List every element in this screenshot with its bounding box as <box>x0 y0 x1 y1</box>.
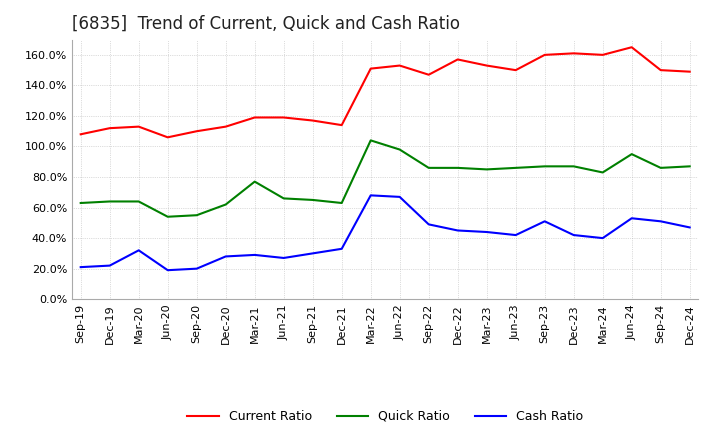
Legend: Current Ratio, Quick Ratio, Cash Ratio: Current Ratio, Quick Ratio, Cash Ratio <box>182 405 588 428</box>
Cash Ratio <box>192 266 201 271</box>
Cash Ratio <box>366 193 375 198</box>
Cash Ratio <box>251 252 259 257</box>
Cash Ratio <box>685 225 694 230</box>
Cash Ratio <box>221 254 230 259</box>
Current Ratio <box>570 51 578 56</box>
Quick Ratio <box>454 165 462 171</box>
Quick Ratio <box>598 170 607 175</box>
Quick Ratio <box>657 165 665 171</box>
Current Ratio <box>135 124 143 129</box>
Quick Ratio <box>570 164 578 169</box>
Current Ratio <box>685 69 694 74</box>
Quick Ratio <box>279 196 288 201</box>
Current Ratio <box>338 122 346 128</box>
Quick Ratio <box>308 197 317 202</box>
Quick Ratio <box>511 165 520 171</box>
Current Ratio <box>221 124 230 129</box>
Cash Ratio <box>454 228 462 233</box>
Quick Ratio <box>135 199 143 204</box>
Quick Ratio <box>251 179 259 184</box>
Cash Ratio <box>395 194 404 199</box>
Cash Ratio <box>163 268 172 273</box>
Line: Current Ratio: Current Ratio <box>81 47 690 137</box>
Quick Ratio <box>685 164 694 169</box>
Quick Ratio <box>221 202 230 207</box>
Current Ratio <box>395 63 404 68</box>
Quick Ratio <box>76 200 85 205</box>
Cash Ratio <box>627 216 636 221</box>
Current Ratio <box>511 67 520 73</box>
Current Ratio <box>163 135 172 140</box>
Cash Ratio <box>308 251 317 256</box>
Quick Ratio <box>541 164 549 169</box>
Current Ratio <box>598 52 607 58</box>
Line: Cash Ratio: Cash Ratio <box>81 195 690 270</box>
Current Ratio <box>541 52 549 58</box>
Current Ratio <box>424 72 433 77</box>
Current Ratio <box>76 132 85 137</box>
Cash Ratio <box>482 229 491 235</box>
Current Ratio <box>366 66 375 71</box>
Current Ratio <box>454 57 462 62</box>
Current Ratio <box>482 63 491 68</box>
Cash Ratio <box>598 235 607 241</box>
Current Ratio <box>251 115 259 120</box>
Quick Ratio <box>338 200 346 205</box>
Line: Quick Ratio: Quick Ratio <box>81 140 690 217</box>
Quick Ratio <box>627 151 636 157</box>
Quick Ratio <box>395 147 404 152</box>
Current Ratio <box>627 44 636 50</box>
Cash Ratio <box>541 219 549 224</box>
Cash Ratio <box>570 232 578 238</box>
Cash Ratio <box>424 222 433 227</box>
Cash Ratio <box>76 264 85 270</box>
Current Ratio <box>308 118 317 123</box>
Current Ratio <box>279 115 288 120</box>
Current Ratio <box>105 125 114 131</box>
Cash Ratio <box>338 246 346 251</box>
Current Ratio <box>192 128 201 134</box>
Cash Ratio <box>135 248 143 253</box>
Quick Ratio <box>105 199 114 204</box>
Current Ratio <box>657 67 665 73</box>
Cash Ratio <box>511 232 520 238</box>
Quick Ratio <box>482 167 491 172</box>
Cash Ratio <box>105 263 114 268</box>
Cash Ratio <box>657 219 665 224</box>
Quick Ratio <box>163 214 172 220</box>
Quick Ratio <box>424 165 433 171</box>
Text: [6835]  Trend of Current, Quick and Cash Ratio: [6835] Trend of Current, Quick and Cash … <box>72 15 460 33</box>
Quick Ratio <box>366 138 375 143</box>
Quick Ratio <box>192 213 201 218</box>
Cash Ratio <box>279 255 288 260</box>
